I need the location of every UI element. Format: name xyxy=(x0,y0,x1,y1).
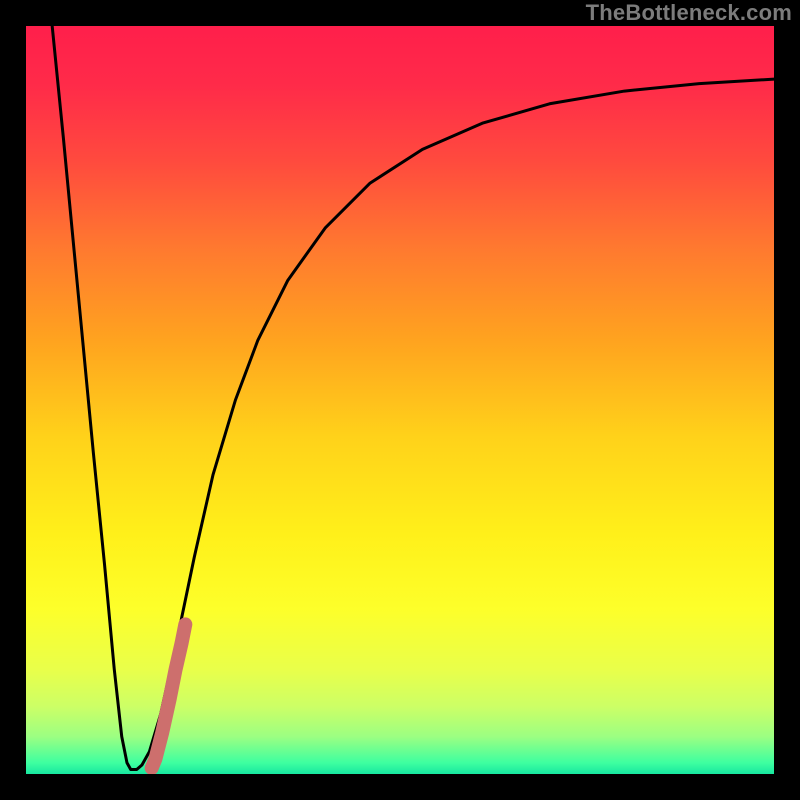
gradient-background xyxy=(26,26,774,774)
watermark-text: TheBottleneck.com xyxy=(586,0,792,26)
bottleneck-chart xyxy=(0,0,800,800)
